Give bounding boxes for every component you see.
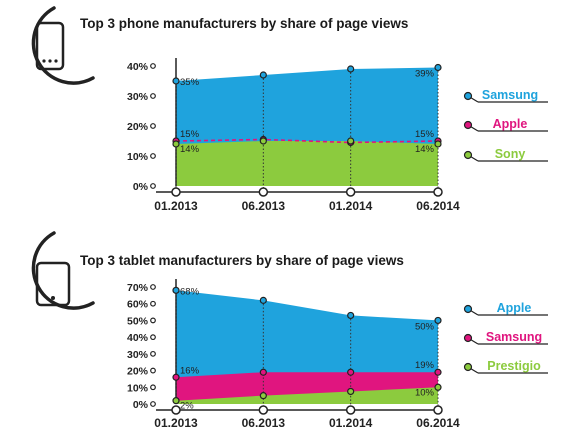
x-tick-label: 01.2014: [329, 199, 373, 213]
data-point-sony: [347, 137, 355, 145]
legend-marker: [463, 362, 473, 372]
y-tick-label: 10%: [127, 151, 149, 163]
x-tick-label: 06.2013: [242, 416, 286, 430]
data-point-prestigio: [347, 387, 355, 396]
y-tick-marker: [150, 300, 156, 307]
y-tick-label: 40%: [127, 61, 149, 73]
x-tick-label: 01.2013: [154, 416, 198, 430]
data-point-prestigio: [434, 383, 442, 391]
y-tick-marker: [150, 63, 156, 69]
data-label: 35%: [180, 77, 200, 88]
data-point-apple: [259, 296, 267, 304]
y-tick-marker: [150, 93, 156, 99]
x-tick-marker: [345, 187, 356, 197]
data-label: 14%: [180, 144, 200, 155]
tablet-chart: Top 3 tablet manufacturers by share of p…: [31, 231, 548, 430]
data-label: 16%: [180, 365, 200, 376]
data-point-prestigio: [259, 392, 267, 400]
data-label: 10%: [415, 387, 435, 398]
area-prestigio: [176, 387, 438, 404]
phone-chart: Top 3 phone manufacturers by share of pa…: [31, 6, 548, 213]
chart-title: Top 3 tablet manufacturers by share of p…: [80, 253, 404, 268]
data-label: 15%: [415, 129, 435, 140]
legend-label: Sony: [495, 147, 526, 161]
y-tick-label: 50%: [127, 315, 149, 327]
data-point-prestigio: [172, 397, 180, 405]
y-tick-marker: [150, 367, 156, 374]
y-tick-marker: [150, 123, 156, 129]
area-sony: [176, 141, 438, 186]
x-tick-label: 01.2014: [329, 416, 373, 430]
x-tick-marker: [433, 405, 443, 415]
data-label: 50%: [415, 321, 435, 332]
y-tick-marker: [150, 401, 156, 407]
y-tick-label: 0%: [133, 399, 149, 411]
y-tick-marker: [150, 334, 156, 341]
legend-marker: [463, 333, 473, 343]
data-label: 15%: [180, 129, 200, 140]
data-point-samsung: [347, 65, 355, 73]
legend-label: Apple: [493, 117, 528, 131]
data-point-samsung: [434, 368, 442, 376]
x-tick-marker: [171, 187, 181, 197]
y-tick-marker: [150, 384, 156, 391]
x-tick-marker: [171, 405, 181, 415]
x-tick-marker: [345, 405, 356, 415]
x-tick-label: 06.2014: [416, 199, 460, 213]
chart-title: Top 3 phone manufacturers by share of pa…: [80, 16, 408, 31]
x-tick-marker: [433, 187, 443, 197]
phone-icon: [31, 6, 95, 85]
y-tick-label: 10%: [127, 382, 149, 394]
data-point-samsung: [172, 77, 180, 85]
y-tick-label: 70%: [127, 282, 149, 294]
y-tick-label: 0%: [133, 181, 149, 193]
data-point-apple: [347, 311, 355, 320]
x-tick-marker: [258, 405, 269, 415]
data-point-samsung: [259, 71, 267, 79]
data-point-samsung: [172, 373, 180, 381]
data-label: 14%: [415, 144, 435, 155]
tablet-icon: [31, 231, 95, 310]
data-point-sony: [259, 137, 267, 145]
y-tick-marker: [150, 284, 156, 290]
y-tick-marker: [150, 183, 156, 189]
legend-label: Apple: [497, 301, 532, 315]
x-tick-label: 06.2014: [416, 416, 460, 430]
data-point-samsung: [347, 368, 355, 376]
data-point-samsung: [434, 63, 442, 72]
legend-marker: [463, 120, 473, 130]
legend-marker: [463, 304, 473, 314]
y-tick-label: 40%: [127, 332, 149, 344]
x-tick-label: 06.2013: [242, 199, 286, 213]
legend-label: Samsung: [486, 330, 542, 344]
x-tick-marker: [258, 187, 269, 197]
y-tick-marker: [150, 153, 156, 159]
data-label: 2%: [180, 401, 194, 412]
data-label: 68%: [180, 286, 200, 297]
data-point-samsung: [259, 368, 267, 376]
line-apple: [175, 138, 439, 144]
data-point-apple: [434, 316, 442, 325]
x-tick-label: 01.2013: [154, 199, 198, 213]
data-point-sony: [434, 140, 442, 148]
y-tick-label: 60%: [127, 299, 149, 311]
legend-label: Prestigio: [487, 359, 541, 373]
y-tick-marker: [150, 317, 156, 324]
legend-label: Samsung: [482, 88, 538, 102]
y-tick-label: 20%: [127, 121, 149, 133]
data-label: 39%: [415, 69, 435, 80]
data-point-apple: [172, 286, 180, 294]
y-tick-label: 30%: [127, 91, 149, 103]
data-point-sony: [172, 140, 180, 148]
legend-marker: [463, 150, 473, 160]
y-tick-marker: [150, 350, 156, 357]
y-tick-label: 20%: [127, 366, 149, 378]
data-label: 19%: [415, 360, 435, 371]
legend-marker: [463, 91, 473, 101]
y-tick-label: 30%: [127, 349, 149, 361]
